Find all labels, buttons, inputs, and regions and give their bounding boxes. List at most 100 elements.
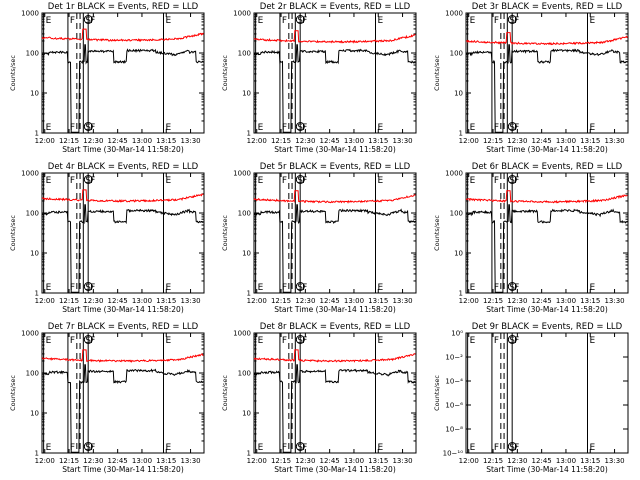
marker-label: E (590, 443, 596, 453)
panel-7: Det 7r BLACK = Events, RED = LLD 1 10 100 10… (9, 322, 205, 474)
x-tick-label: 13:00 (556, 297, 576, 305)
y-tick-label: 10−⁶ (445, 402, 463, 410)
x-tick-label: 13:00 (132, 457, 152, 465)
x-tick-label: 12:45 (320, 137, 340, 145)
x-axis-label: Start Time (30-Mar-14 11:58:20) (486, 465, 608, 474)
lld-series-line (41, 189, 204, 203)
marker-s-circle (83, 282, 93, 291)
marker-label: E (166, 443, 172, 453)
panel-title: Det 1r BLACK = Events, RED = LLD (48, 2, 199, 12)
events-series-line (41, 44, 204, 133)
marker-label: F (302, 123, 307, 133)
x-tick-label: 13:00 (344, 297, 364, 305)
lld-series-line (465, 190, 628, 204)
marker-label: E (166, 336, 172, 346)
x-tick-label: 12:45 (532, 457, 552, 465)
y-axis-label: Counts/sec (433, 55, 441, 91)
y-tick-label: 10 (30, 410, 39, 418)
marker-label: F (514, 123, 519, 133)
y-tick-label: 10⁰ (451, 330, 463, 338)
marker-label: F (70, 283, 75, 293)
y-tick-label: 1000 (233, 10, 251, 18)
marker-label: F (302, 283, 307, 293)
x-tick-label: 13:30 (180, 457, 200, 465)
panel-5: Det 5r BLACK = Events, RED = LLD 1 10 100 10… (221, 162, 417, 314)
marker-label: F (90, 336, 95, 346)
x-tick-label: 13:15 (156, 297, 176, 305)
marker-s-circle (295, 122, 305, 131)
panel-title: Det 6r BLACK = Events, RED = LLD (472, 162, 623, 172)
y-tick-label: 10 (242, 410, 251, 418)
panel-title: Det 9r BLACK = Events, RED = LLD (472, 322, 623, 332)
marker-s-circle (83, 122, 93, 131)
x-tick-label: 12:30 (295, 297, 315, 305)
marker-label: F (514, 16, 519, 26)
y-tick-label: 10−¹⁰ (443, 450, 464, 458)
y-tick-label: 100 (238, 50, 251, 58)
marker-label: E (46, 123, 52, 133)
y-tick-label: 10 (242, 90, 251, 98)
x-tick-label: 12:15 (483, 457, 503, 465)
y-axis-label: Counts/sec (221, 55, 229, 91)
y-tick-label: 100 (238, 210, 251, 218)
marker-label: E (46, 336, 52, 346)
panel-title: Det 3r BLACK = Events, RED = LLD (472, 2, 623, 12)
x-axis-label: Start Time (30-Mar-14 11:58:20) (274, 145, 396, 154)
y-tick-label: 100 (450, 50, 463, 58)
x-tick-label: 13:00 (344, 137, 364, 145)
marker-s-circle (507, 122, 517, 131)
marker-s-circle (83, 175, 93, 184)
x-axis-label: Start Time (30-Mar-14 11:58:20) (274, 465, 396, 474)
marker-label: E (470, 16, 476, 26)
x-tick-label: 12:00 (247, 137, 267, 145)
marker-s-circle (507, 175, 517, 184)
panel-3: Det 3r BLACK = Events, RED = LLD 1 10 100 10… (433, 2, 629, 154)
marker-label: F (282, 443, 287, 453)
marker-label: F (70, 443, 75, 453)
y-tick-label: 1 (35, 290, 39, 298)
events-series-line (253, 204, 416, 293)
x-tick-label: 12:00 (35, 457, 55, 465)
marker-label: F (70, 176, 75, 186)
x-tick-label: 13:00 (132, 297, 152, 305)
y-tick-label: 1 (459, 130, 463, 138)
plot-frame (465, 12, 629, 134)
marker-s-circle (295, 335, 305, 344)
plot-frame (253, 332, 417, 454)
marker-label: F (494, 16, 499, 26)
x-tick-label: 12:15 (483, 297, 503, 305)
y-tick-label: 1000 (21, 10, 39, 18)
marker-label: E (46, 283, 52, 293)
x-tick-label: 12:45 (320, 457, 340, 465)
marker-label: F (494, 176, 499, 186)
x-tick-label: 12:15 (59, 137, 79, 145)
marker-label: E (258, 336, 264, 346)
plot-frame (41, 332, 205, 454)
x-axis-label: Start Time (30-Mar-14 11:58:20) (486, 305, 608, 314)
marker-s-circle (295, 15, 305, 24)
x-tick-label: 12:45 (532, 137, 552, 145)
y-tick-label: 1000 (445, 170, 463, 178)
lld-series-line (465, 32, 628, 46)
panel-6: Det 6r BLACK = Events, RED = LLD 1 10 100 10… (433, 162, 629, 314)
marker-label: F (282, 16, 287, 26)
x-tick-label: 13:30 (180, 297, 200, 305)
x-tick-label: 12:15 (59, 457, 79, 465)
y-tick-label: 1 (35, 130, 39, 138)
marker-label: E (590, 176, 596, 186)
events-series-line (253, 44, 416, 133)
y-tick-label: 10 (454, 90, 463, 98)
x-tick-label: 12:00 (35, 297, 55, 305)
marker-label: E (258, 443, 264, 453)
events-series-line (465, 204, 628, 293)
x-axis-label: Start Time (30-Mar-14 11:58:20) (62, 145, 184, 154)
x-tick-label: 12:00 (35, 137, 55, 145)
events-series-line (465, 44, 628, 133)
marker-label: F (90, 123, 95, 133)
x-tick-label: 13:30 (392, 297, 412, 305)
y-tick-label: 1000 (445, 10, 463, 18)
x-tick-label: 12:00 (459, 457, 479, 465)
marker-label: E (166, 123, 172, 133)
plot-frame (253, 172, 417, 294)
